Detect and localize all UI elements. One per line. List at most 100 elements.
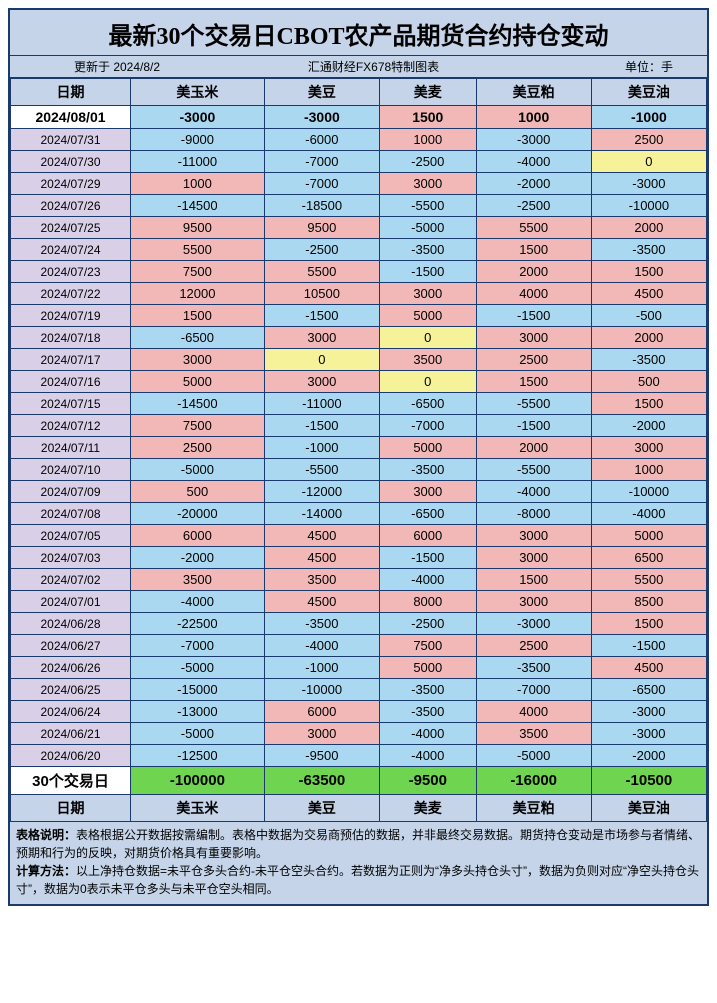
value-cell: -4000 (591, 503, 706, 525)
data-table: 日期美玉米美豆美麦美豆粕美豆油 2024/08/01-3000-30001500… (10, 78, 707, 822)
value-cell: 1500 (379, 106, 476, 129)
value-cell: 3000 (476, 525, 591, 547)
value-cell: -4000 (264, 635, 379, 657)
value-cell: 3000 (476, 591, 591, 613)
unit-label: 单位：手 (473, 58, 703, 75)
value-cell: -4000 (379, 723, 476, 745)
date-cell: 2024/07/05 (11, 525, 131, 547)
date-cell: 2024/07/08 (11, 503, 131, 525)
sum-label: 30个交易日 (11, 767, 131, 795)
value-cell: -2500 (379, 151, 476, 173)
table-row: 2024/07/08-20000-14000-6500-8000-4000 (11, 503, 707, 525)
date-cell: 2024/08/01 (11, 106, 131, 129)
sum-row: 30个交易日-100000-63500-9500-16000-10500 (11, 767, 707, 795)
sum-cell: -10500 (591, 767, 706, 795)
value-cell: 5500 (476, 217, 591, 239)
value-cell: 1500 (476, 569, 591, 591)
value-cell: -6500 (591, 679, 706, 701)
date-cell: 2024/07/18 (11, 327, 131, 349)
value-cell: 3000 (379, 481, 476, 503)
value-cell: -2500 (264, 239, 379, 261)
value-cell: 3000 (379, 173, 476, 195)
value-cell: 3000 (264, 723, 379, 745)
table-row: 2024/07/0560004500600030005000 (11, 525, 707, 547)
value-cell: 2500 (131, 437, 265, 459)
notes-label-2: 计算方法： (16, 864, 76, 878)
value-cell: 0 (379, 371, 476, 393)
date-cell: 2024/07/16 (11, 371, 131, 393)
footer-column-header: 美豆粕 (476, 795, 591, 822)
value-cell: -2000 (476, 173, 591, 195)
value-cell: 3500 (379, 349, 476, 371)
value-cell: 0 (591, 151, 706, 173)
table-row: 2024/07/0235003500-400015005500 (11, 569, 707, 591)
value-cell: 1000 (476, 106, 591, 129)
value-cell: 6000 (131, 525, 265, 547)
value-cell: 1000 (591, 459, 706, 481)
footer-column-header: 美豆油 (591, 795, 706, 822)
value-cell: -3500 (591, 239, 706, 261)
value-cell: -4000 (476, 151, 591, 173)
date-cell: 2024/07/24 (11, 239, 131, 261)
value-cell: -8000 (476, 503, 591, 525)
value-cell: -7000 (476, 679, 591, 701)
value-cell: 10500 (264, 283, 379, 305)
value-cell: 5500 (131, 239, 265, 261)
table-row: 2024/07/30-11000-7000-2500-40000 (11, 151, 707, 173)
footer-column-header: 日期 (11, 795, 131, 822)
value-cell: -3000 (131, 106, 265, 129)
value-cell: -2000 (591, 415, 706, 437)
column-header: 美豆油 (591, 79, 706, 106)
value-cell: 4500 (264, 525, 379, 547)
value-cell: -3500 (379, 239, 476, 261)
value-cell: 3000 (379, 283, 476, 305)
value-cell: 4500 (591, 657, 706, 679)
value-cell: 5000 (131, 371, 265, 393)
value-cell: 500 (131, 481, 265, 503)
value-cell: 1500 (591, 261, 706, 283)
value-cell: -3500 (264, 613, 379, 635)
sum-cell: -100000 (131, 767, 265, 795)
table-row: 2024/07/01-40004500800030008500 (11, 591, 707, 613)
value-cell: -6000 (264, 129, 379, 151)
value-cell: -7000 (264, 151, 379, 173)
value-cell: 4500 (591, 283, 706, 305)
value-cell: 6000 (264, 701, 379, 723)
value-cell: 3000 (476, 547, 591, 569)
value-cell: -1500 (379, 547, 476, 569)
update-label: 更新于 2024/8/2 (14, 58, 274, 75)
date-cell: 2024/07/26 (11, 195, 131, 217)
date-cell: 2024/07/01 (11, 591, 131, 613)
value-cell: -3500 (476, 657, 591, 679)
sub-bar: 更新于 2024/8/2 汇通财经FX678特制图表 单位：手 (10, 56, 707, 78)
table-row: 2024/08/01-3000-300015001000-1000 (11, 106, 707, 129)
value-cell: -1000 (264, 657, 379, 679)
value-cell: -14500 (131, 195, 265, 217)
date-cell: 2024/07/11 (11, 437, 131, 459)
value-cell: -3000 (476, 613, 591, 635)
value-cell: -3000 (591, 701, 706, 723)
column-header: 美豆粕 (476, 79, 591, 106)
value-cell: -5500 (476, 459, 591, 481)
value-cell: 1000 (379, 129, 476, 151)
value-cell: -3000 (591, 723, 706, 745)
column-header: 美豆 (264, 79, 379, 106)
value-cell: -11000 (264, 393, 379, 415)
value-cell: 1500 (591, 613, 706, 635)
value-cell: -9000 (131, 129, 265, 151)
value-cell: 2500 (476, 635, 591, 657)
value-cell: -5000 (131, 657, 265, 679)
table-row: 2024/07/112500-1000500020003000 (11, 437, 707, 459)
footer-header-row: 日期美玉米美豆美麦美豆粕美豆油 (11, 795, 707, 822)
header-row: 日期美玉米美豆美麦美豆粕美豆油 (11, 79, 707, 106)
value-cell: -11000 (131, 151, 265, 173)
value-cell: -7000 (264, 173, 379, 195)
table-container: 最新30个交易日CBOT农产品期货合约持仓变动 更新于 2024/8/2 汇通财… (8, 8, 709, 906)
value-cell: -1500 (264, 305, 379, 327)
table-row: 2024/07/173000035002500-3500 (11, 349, 707, 371)
value-cell: 1500 (131, 305, 265, 327)
value-cell: 7500 (379, 635, 476, 657)
notes-text-2: 以上净持仓数据=未平仓多头合约-未平仓空头合约。若数据为正则为“净多头持仓头寸”… (16, 864, 699, 896)
date-cell: 2024/06/21 (11, 723, 131, 745)
value-cell: -15000 (131, 679, 265, 701)
